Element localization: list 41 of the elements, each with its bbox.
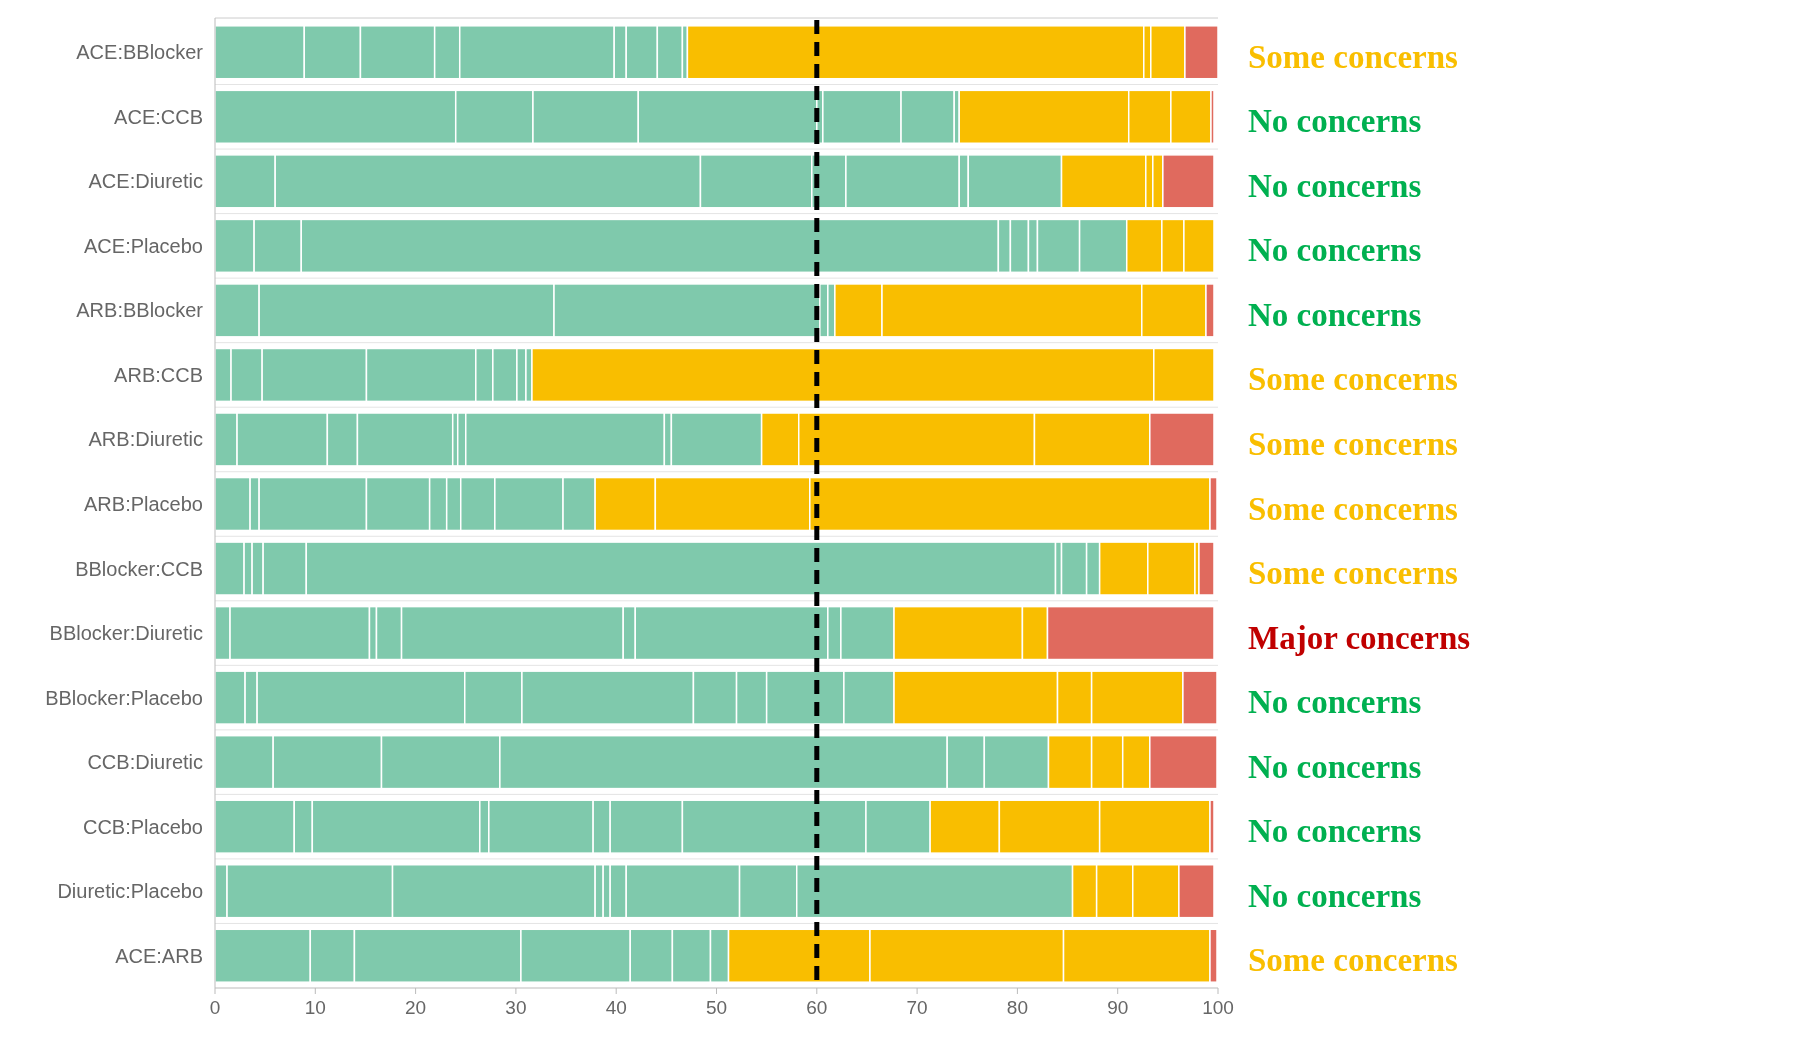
x-tick-label: 30 — [505, 997, 527, 1018]
text: Some concerns — [1248, 361, 1459, 398]
y-tick-label: ARB:Diuretic — [88, 428, 203, 451]
x-tick-label: 80 — [1006, 997, 1028, 1018]
text: No concerns — [1248, 296, 1422, 333]
x-tick-label: 40 — [605, 997, 627, 1018]
y-tick-label: CCB:Placebo — [82, 815, 203, 838]
text: Major concerns — [1248, 619, 1471, 656]
text: Some concerns — [1248, 942, 1459, 979]
y-tick-label: ACE:CCB — [114, 105, 203, 128]
text: No concerns — [1248, 748, 1422, 785]
x-tick-label: 20 — [405, 997, 427, 1018]
text: No concerns — [1248, 167, 1422, 204]
x-tick-label: 70 — [906, 997, 928, 1018]
y-tick-label: BBlocker:Placebo — [45, 686, 203, 709]
text: No concerns — [1248, 103, 1422, 140]
text: Some concerns — [1248, 555, 1459, 592]
x-tick-label: 60 — [806, 997, 828, 1018]
text: Some concerns — [1248, 38, 1459, 75]
text: Some concerns — [1248, 490, 1459, 527]
x-tick-label: 100 — [1202, 997, 1234, 1018]
y-tick-label: Diuretic:Placebo — [57, 880, 203, 903]
text: No concerns — [1248, 813, 1422, 850]
y-tick-label: CCB:Diuretic — [87, 751, 203, 774]
text: No concerns — [1248, 232, 1422, 269]
x-tick-label: 90 — [1107, 997, 1129, 1018]
y-tick-label: BBlocker:CCB — [75, 557, 203, 580]
text: No concerns — [1248, 684, 1422, 721]
y-tick-label: ACE:Diuretic — [88, 170, 203, 193]
x-tick-label: 0 — [209, 997, 221, 1018]
y-tick-label: ACE:BBlocker — [76, 41, 204, 64]
y-tick-label: BBlocker:Diuretic — [49, 622, 203, 645]
y-tick-label: ARB:CCB — [114, 363, 203, 386]
y-tick-label: ACE:ARB — [115, 944, 203, 967]
text: Some concerns — [1248, 426, 1459, 463]
text: No concerns — [1248, 877, 1422, 914]
x-tick-label: 10 — [304, 997, 326, 1018]
y-tick-label: ACE:Placebo — [84, 234, 203, 257]
x-tick-label: 50 — [705, 997, 728, 1018]
y-tick-label: ARB:BBlocker — [76, 299, 204, 322]
y-tick-label: ARB:Placebo — [84, 493, 203, 515]
